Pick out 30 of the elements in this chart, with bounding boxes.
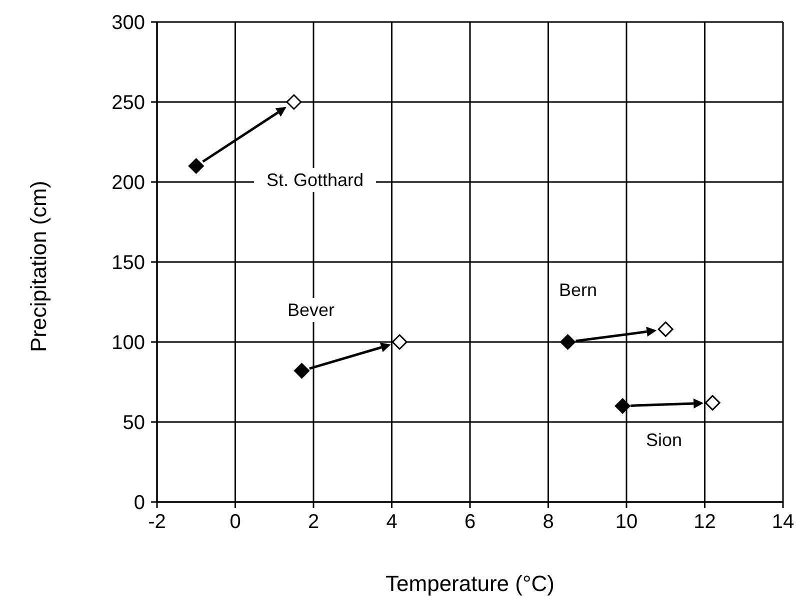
y-tick-label: 250 — [112, 92, 145, 114]
x-axis-title: Temperature (°C) — [386, 571, 554, 596]
annotation: Bever — [287, 300, 335, 320]
x-tick-label: 8 — [542, 511, 554, 534]
x-tick-label: 6 — [464, 511, 476, 534]
annotation: St. Gotthard — [266, 170, 364, 190]
x-tick-label: 4 — [386, 511, 398, 534]
point — [704, 395, 720, 411]
point — [286, 94, 302, 110]
point — [614, 398, 630, 414]
y-tick-label: 300 — [112, 12, 145, 34]
y-tick-label: 150 — [112, 252, 145, 274]
y-tick-label: 0 — [134, 492, 145, 514]
y-tick-label: 200 — [112, 172, 145, 194]
point — [560, 334, 576, 350]
point — [658, 321, 674, 337]
annotation: Sion — [646, 430, 682, 450]
point — [392, 334, 408, 350]
x-tick-label: 12 — [694, 511, 716, 534]
x-tick-label: 2 — [308, 511, 320, 534]
x-tick-label: 14 — [772, 511, 794, 534]
x-tick-label: -2 — [148, 511, 166, 534]
x-tick-label: 0 — [230, 511, 241, 534]
x-tick-label: 10 — [615, 511, 638, 534]
y-axis-title: Precipitation (cm) — [26, 180, 51, 352]
y-tick-label: 100 — [112, 332, 145, 354]
y-tick-label: 50 — [122, 412, 145, 434]
point — [294, 363, 310, 379]
annotation: Bern — [558, 280, 598, 300]
point — [188, 158, 204, 174]
